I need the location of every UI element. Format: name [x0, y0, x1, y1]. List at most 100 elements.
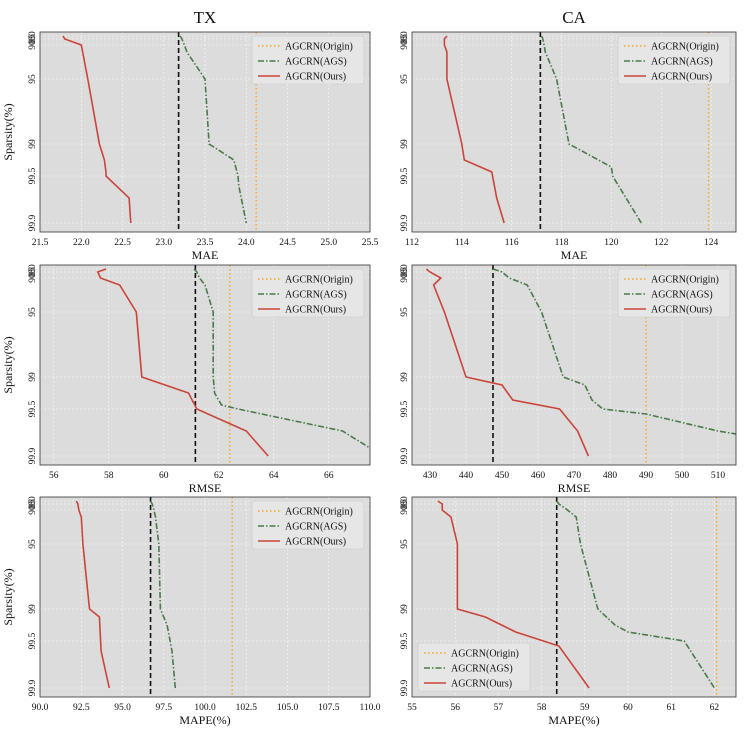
chart-3-xtick-label: 500 — [675, 471, 690, 481]
chart-2-ytick-label: 95 — [28, 307, 38, 317]
chart-3-xtick-label: 430 — [423, 471, 438, 481]
chart-3-xlabel: RMSE — [558, 481, 591, 495]
chart-3-ytick-label: 99.9 — [400, 447, 410, 464]
chart-0-xtick-label: 21.5 — [32, 238, 49, 248]
chart-3-ytick-label: 85 — [400, 267, 410, 277]
chart-3-ytick-label: 90 — [400, 273, 410, 283]
chart-0-xtick-label: 23.5 — [197, 238, 214, 248]
chart-3-xtick-label: 440 — [459, 471, 474, 481]
chart-3-ours-line — [425, 268, 590, 457]
chart-5-xtick-label: 61 — [666, 703, 676, 713]
chart-2-xtick-label: 66 — [324, 471, 334, 481]
chart-3-xtick-label: 480 — [603, 471, 618, 481]
chart-3-frame — [411, 264, 737, 466]
chart-0-xlabel: MAE — [192, 248, 219, 262]
chart-2-ytick-label: 90 — [28, 273, 38, 283]
chart-4-ytick-label: 90 — [28, 505, 38, 515]
chart-4-ytick-label: 95 — [28, 539, 38, 549]
chart-1-xtick-label: 116 — [505, 238, 519, 248]
chart-2-legend-label: AGCRN(AGS) — [285, 290, 347, 301]
chart-5-legend-label: AGCRN(Origin) — [451, 649, 519, 660]
chart-1-title: CA — [562, 8, 586, 27]
chart-2-xtick-label: 56 — [49, 471, 59, 481]
chart-3-legend-box — [617, 268, 731, 318]
chart-5-xtick-label: 59 — [580, 703, 590, 713]
chart-1-legend-label: AGCRN(AGS) — [651, 57, 713, 68]
chart-1-ags-line — [540, 35, 642, 224]
chart-4-xtick-label: 90.0 — [32, 703, 49, 713]
chart-1-ytick-label: 99.5 — [400, 167, 410, 184]
chart-5-ours-line — [437, 500, 590, 689]
chart-4-xtick-label: 102.5 — [236, 703, 258, 713]
chart-4-frame — [39, 496, 371, 698]
chart-0-xtick-label: 25.5 — [362, 238, 379, 248]
chart-0-xtick-label: 24.5 — [279, 238, 296, 248]
chart-1-ytick-label: 99.9 — [400, 214, 410, 231]
chart-0-xtick-label: 25.0 — [320, 238, 337, 248]
chart-1-xtick-label: 122 — [654, 238, 669, 248]
chart-5-legend-box — [417, 642, 531, 692]
chart-1-xtick-label: 120 — [604, 238, 619, 248]
chart-5-ytick-label: 99.9 — [400, 679, 410, 696]
chart-3-xtick-label: 470 — [567, 471, 582, 481]
chart-2-ylabel: Sparsity(%) — [1, 336, 15, 393]
chart-0-ytick-label: 95 — [28, 74, 38, 84]
chart-3-ags-line — [492, 268, 737, 435]
chart-4-legend-label: AGCRN(Origin) — [285, 507, 353, 518]
chart-1-ytick-label: 90 — [400, 40, 410, 50]
chart-5-xtick-label: 58 — [537, 703, 547, 713]
chart-0-legend-label: AGCRN(AGS) — [285, 57, 347, 68]
chart-1-ytick-label: 95 — [400, 74, 410, 84]
chart-0-ours-line — [62, 35, 132, 224]
chart-2-ours-line — [96, 268, 269, 457]
chart-1-xlabel: MAE — [561, 248, 588, 262]
chart-4-ytick-label: 99.9 — [28, 679, 38, 696]
chart-4-ylabel: Sparsity(%) — [1, 568, 15, 625]
chart-1-frame — [411, 31, 737, 233]
chart-0-ytick-label: 80 — [28, 31, 38, 41]
chart-0-legend-label: AGCRN(Ours) — [285, 72, 346, 83]
chart-0-legend-label: AGCRN(Origin) — [285, 42, 353, 53]
chart-5-xtick-label: 57 — [494, 703, 504, 713]
chart-2-ytick-label: 99 — [28, 372, 38, 382]
chart-4-legend-box — [251, 500, 365, 550]
chart-3-xtick-label: 450 — [495, 471, 510, 481]
chart-1-ours-line — [443, 35, 505, 224]
chart-1-xtick-label: 114 — [455, 238, 469, 248]
chart-5-ags-line — [556, 500, 716, 689]
chart-2-xtick-label: 64 — [269, 471, 279, 481]
chart-3-ytick-label: 95 — [400, 307, 410, 317]
chart-3-legend-label: AGCRN(Ours) — [651, 305, 712, 316]
chart-1-ytick-label: 85 — [400, 34, 410, 44]
chart-2-xtick-label: 58 — [104, 471, 114, 481]
chart-2-ytick-label: 80 — [28, 264, 38, 274]
chart-2-ytick-label: 99.5 — [28, 400, 38, 417]
chart-4-xtick-label: 105.0 — [277, 703, 299, 713]
chart-1-xtick-label: 118 — [555, 238, 569, 248]
chart-3-legend-label: AGCRN(AGS) — [651, 290, 713, 301]
chart-0-xtick-label: 24.0 — [238, 238, 255, 248]
chart-0-ytick-label: 99.9 — [28, 214, 38, 231]
chart-4-ags-line — [149, 500, 177, 689]
chart-2-xtick-label: 60 — [159, 471, 169, 481]
chart-4-ours-line — [75, 500, 111, 689]
chart-3-ytick-label: 99 — [400, 372, 410, 382]
chart-3-xtick-label: 490 — [639, 471, 654, 481]
chart-4-ytick-label: 99 — [28, 604, 38, 614]
chart-5-legend-label: AGCRN(Ours) — [451, 679, 512, 690]
chart-4-ytick-label: 99.5 — [28, 632, 38, 649]
chart-0-xtick-label: 22.5 — [114, 238, 131, 248]
chart-0-ytick-label: 85 — [28, 34, 38, 44]
chart-5-frame — [411, 496, 737, 698]
chart-3-xtick-label: 510 — [711, 471, 726, 481]
chart-4-xtick-label: 107.5 — [318, 703, 340, 713]
chart-0-ags-line — [179, 35, 248, 224]
chart-2-ags-line — [193, 268, 371, 449]
chart-2-xlabel: RMSE — [189, 481, 222, 495]
chart-4-xtick-label: 110.0 — [359, 703, 380, 713]
chart-1-legend-box — [617, 35, 731, 85]
chart-2-xtick-label: 62 — [214, 471, 224, 481]
chart-1-xtick-label: 112 — [405, 238, 419, 248]
chart-0-ytick-label: 90 — [28, 40, 38, 50]
